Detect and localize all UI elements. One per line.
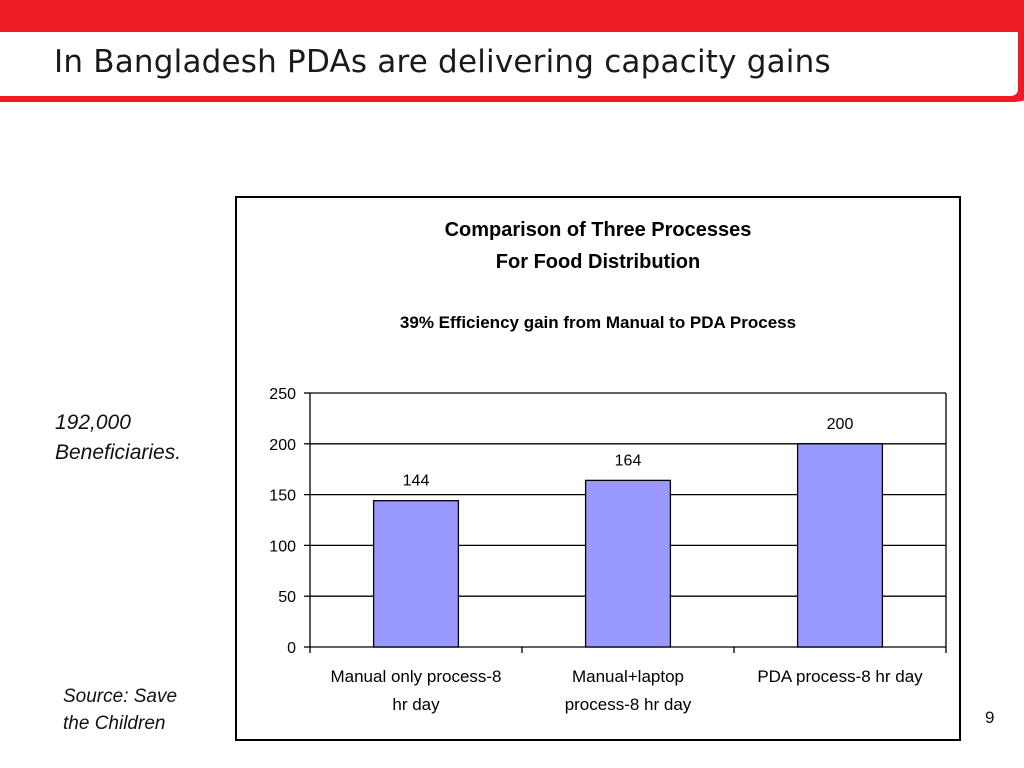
x-category-label: Manual+laptop process-8 hr day: [518, 663, 738, 719]
bar: [584, 479, 672, 648]
beneficiaries-note: 192,000 Beneficiaries.: [55, 408, 181, 468]
x-category-line-2: hr day: [392, 695, 440, 714]
data-label: 200: [827, 416, 854, 433]
source-note: Source: Save the Children: [63, 683, 177, 737]
y-tick-label: 250: [269, 386, 296, 403]
x-category-line-2: process-8 hr day: [564, 695, 692, 714]
x-category-label: PDA process-8 hr day: [730, 663, 950, 691]
chart-annotation: 39% Efficiency gain from Manual to PDA P…: [399, 313, 797, 332]
source-line-1: Source: Save: [63, 686, 178, 707]
bar: [796, 443, 884, 648]
source-line-2: the Children: [63, 713, 166, 734]
header-white-panel: [0, 32, 1018, 96]
y-tick-label: 50: [278, 589, 296, 606]
x-category-line-1: Manual+laptop: [571, 667, 684, 686]
x-category-line-1: PDA process-8 hr day: [757, 667, 923, 686]
x-category-line-1: Manual only process-8: [330, 667, 502, 686]
y-tick-label: 200: [269, 437, 296, 454]
page-title: In Bangladesh PDAs are delivering capaci…: [54, 44, 831, 80]
data-label: 164: [615, 452, 642, 469]
bar-chart: 0 50 100 150 200 250 144 164 200: [269, 386, 947, 657]
page-number: 9: [985, 708, 995, 727]
header-band: [0, 0, 1024, 102]
y-tick-label: 150: [269, 488, 296, 505]
header-red-bar: [0, 0, 1024, 102]
beneficiaries-label: Beneficiaries.: [55, 441, 182, 464]
chart-subtitle: For Food Distribution: [495, 251, 701, 273]
x-category-label: Manual only process-8 hr day: [306, 663, 526, 719]
chart-frame: Comparison of Three Processes For Food D…: [235, 196, 961, 741]
beneficiaries-count: 192,000: [55, 411, 131, 434]
y-tick-label: 100: [269, 538, 296, 555]
bar: [372, 500, 460, 648]
data-label: 144: [403, 473, 430, 490]
chart-title: Comparison of Three Processes: [444, 219, 752, 241]
y-tick-label: 0: [287, 640, 296, 657]
